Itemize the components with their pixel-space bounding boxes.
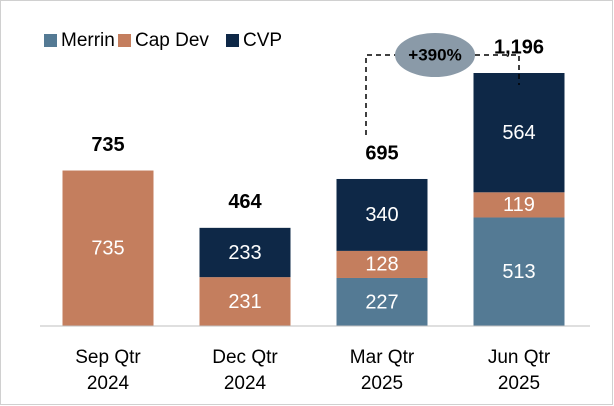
legend-swatch <box>118 34 131 47</box>
total-label: 735 <box>91 134 124 156</box>
legend-label: CVP <box>243 30 282 51</box>
total-label: 695 <box>365 142 398 164</box>
x-tick-label: 2025 <box>361 373 403 394</box>
x-tick-label: 2025 <box>498 373 540 394</box>
x-tick-label: 2024 <box>224 373 267 394</box>
bar-segment <box>473 192 565 218</box>
x-tick-label: 2024 <box>87 373 130 394</box>
bar-segment <box>336 178 428 251</box>
legend-label: Cap Dev <box>135 30 209 51</box>
x-tick-label: Jun Qtr <box>488 347 551 368</box>
bar-segment <box>473 73 565 193</box>
legend-swatch <box>226 34 239 47</box>
segment-label: 513 <box>502 261 535 283</box>
segment-label: 128 <box>365 254 398 276</box>
annotation-label: +390% <box>408 45 461 64</box>
segment-label: 233 <box>228 242 261 264</box>
bar-segment <box>62 170 154 326</box>
segment-label: 340 <box>365 204 398 226</box>
annotation-bubble <box>395 33 475 77</box>
bar-segment <box>336 277 428 326</box>
x-tick-label: Dec Qtr <box>212 347 278 368</box>
segment-label: 119 <box>503 194 535 216</box>
segment-label: 735 <box>91 238 124 260</box>
legend-label: Merrin <box>61 30 115 51</box>
bar-segment <box>473 217 565 326</box>
bar-segment <box>199 227 291 278</box>
total-label: 1,196 <box>494 36 544 58</box>
segment-label: 564 <box>502 122 535 144</box>
x-tick-label: Sep Qtr <box>75 347 141 368</box>
bar-segment <box>336 250 428 278</box>
legend-swatch <box>44 34 57 47</box>
total-label: 464 <box>228 191 262 213</box>
segment-label: 231 <box>228 291 261 313</box>
bar-segment <box>199 277 291 326</box>
x-tick-label: Mar Qtr <box>350 347 415 368</box>
segment-label: 227 <box>365 291 398 313</box>
